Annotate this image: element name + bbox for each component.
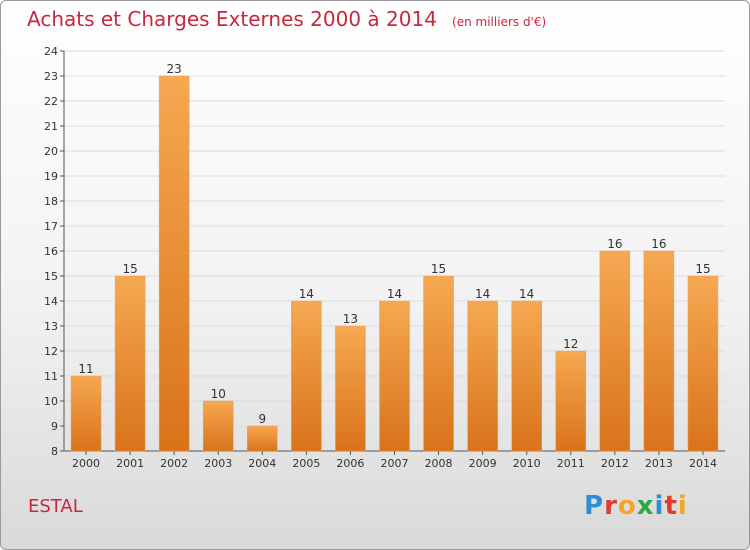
bar-2013 <box>643 250 675 452</box>
y-tick-label: 23 <box>44 70 58 83</box>
bars <box>70 75 719 452</box>
logo-letter: P <box>584 491 605 521</box>
data-label-2012: 16 <box>607 237 622 251</box>
data-label-2004: 9 <box>258 412 266 426</box>
data-label-2008: 15 <box>431 262 446 276</box>
x-tick-label-2000: 2000 <box>72 457 100 470</box>
data-labels: 11 15 23 10 9 14 13 14 15 14 14 12 16 16 15 <box>78 62 710 426</box>
x-tick-label-2011: 2011 <box>557 457 585 470</box>
y-tick-label: 11 <box>44 370 58 383</box>
x-tick-label-2010: 2010 <box>513 457 541 470</box>
bar-2008 <box>423 275 454 452</box>
y-tick-label: 9 <box>51 420 58 433</box>
x-tick-labels: 2000 2001 2002 2003 2004 2005 2006 2007 2008 2009… <box>72 457 717 470</box>
y-tick-label: 17 <box>44 220 58 233</box>
x-tick-label-2004: 2004 <box>248 457 276 470</box>
data-label-2001: 15 <box>122 262 137 276</box>
x-tick-label-2006: 2006 <box>336 457 364 470</box>
x-tick-label-2002: 2002 <box>160 457 188 470</box>
x-tick-label-2005: 2005 <box>292 457 320 470</box>
logo-letter: r <box>604 491 618 521</box>
bar-2009 <box>467 300 498 452</box>
bar-2011 <box>555 350 587 452</box>
x-tick-label-2009: 2009 <box>469 457 497 470</box>
logo-letter: x <box>636 491 655 521</box>
y-tick-label: 16 <box>44 245 58 258</box>
logo-letter: i <box>677 491 688 521</box>
location-label: ESTAL <box>28 496 83 517</box>
y-tick-label: 14 <box>44 295 58 308</box>
data-label-2005: 14 <box>299 287 314 301</box>
data-label-2003: 10 <box>211 387 226 401</box>
proxiti-logo: Proxiti <box>584 491 688 521</box>
x-tick-label-2014: 2014 <box>689 457 717 470</box>
y-tick-label: 20 <box>44 145 58 158</box>
y-tick-label: 19 <box>44 170 58 183</box>
data-label-2002: 23 <box>167 62 182 76</box>
bar-2002 <box>158 75 190 452</box>
y-tick-label: 15 <box>44 270 58 283</box>
y-tick-label: 10 <box>44 395 58 408</box>
y-tick-label: 18 <box>44 195 58 208</box>
x-tick-label-2013: 2013 <box>645 457 673 470</box>
y-tick-label: 21 <box>44 120 58 133</box>
y-tick-label: 13 <box>44 320 58 333</box>
y-tick-label: 8 <box>51 445 58 458</box>
data-label-2013: 16 <box>651 237 666 251</box>
data-label-2011: 12 <box>563 337 578 351</box>
y-tick-labels: 8 9 10 11 12 13 14 15 16 17 18 19 20 21 22 23 24 <box>44 45 58 458</box>
x-tick-label-2001: 2001 <box>116 457 144 470</box>
chart-subtitle: (en milliers d'€) <box>452 15 547 29</box>
y-tick-label: 24 <box>44 45 58 58</box>
bar-2007 <box>379 300 410 452</box>
data-label-2000: 11 <box>78 362 93 376</box>
logo-letter: i <box>654 491 665 521</box>
bar-2010 <box>511 300 542 452</box>
bar-2014 <box>687 275 719 452</box>
data-label-2010: 14 <box>519 287 534 301</box>
logo-letter: t <box>664 491 678 521</box>
bar-2004 <box>247 425 278 452</box>
x-tick-label-2003: 2003 <box>204 457 232 470</box>
bar-2003 <box>202 400 234 452</box>
chart-title: Achats et Charges Externes 2000 à 2014 <box>27 7 437 31</box>
title-row: Achats et Charges Externes 2000 à 2014 (… <box>27 7 546 31</box>
x-tick-label-2008: 2008 <box>425 457 453 470</box>
data-label-2014: 15 <box>695 262 710 276</box>
data-label-2009: 14 <box>475 287 490 301</box>
bar-2001 <box>114 275 146 452</box>
y-tick-label: 22 <box>44 95 58 108</box>
logo-letter: o <box>617 491 637 521</box>
bar-2000 <box>70 375 102 452</box>
bar-2012 <box>599 250 631 452</box>
data-label-2007: 14 <box>387 287 402 301</box>
bar-2006 <box>335 325 366 452</box>
x-tick-label-2007: 2007 <box>381 457 409 470</box>
bar-2005 <box>291 300 322 452</box>
x-tick-label-2012: 2012 <box>601 457 629 470</box>
y-tick-label: 12 <box>44 345 58 358</box>
data-label-2006: 13 <box>343 312 358 326</box>
